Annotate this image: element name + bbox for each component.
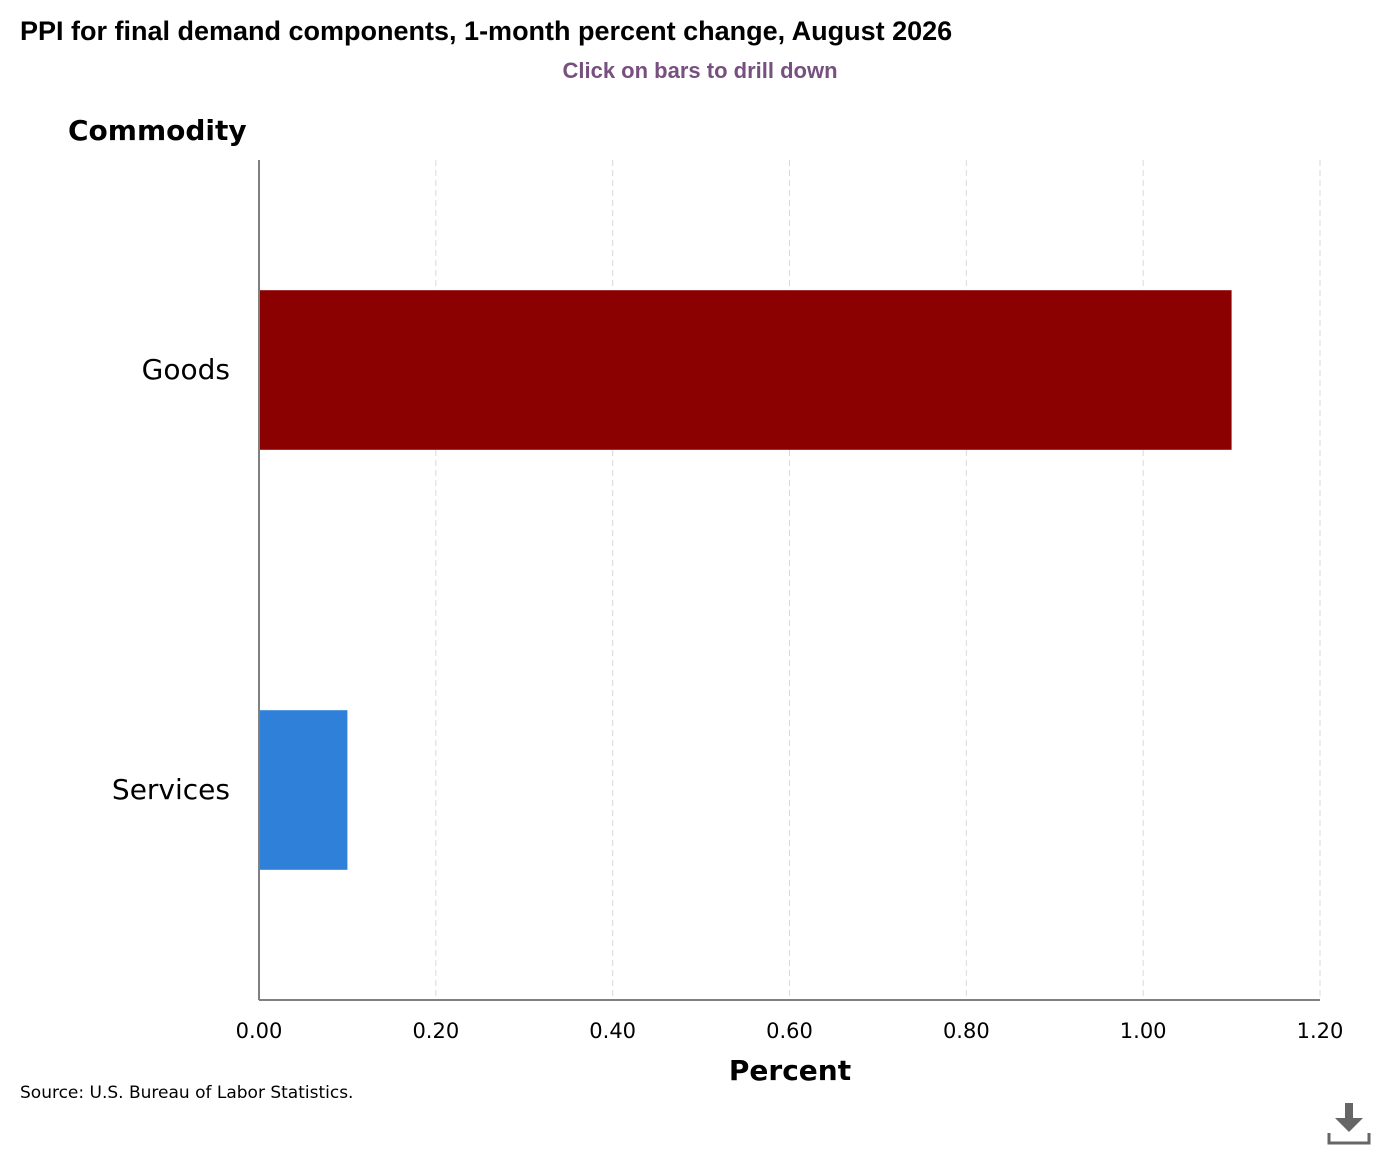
x-tick-label: 0.20 — [412, 1019, 459, 1043]
x-tick-label: 0.40 — [589, 1019, 636, 1043]
source-note: Source: U.S. Bureau of Labor Statistics. — [20, 1083, 354, 1103]
category-label-goods: Goods — [142, 353, 230, 386]
grid-lines — [435, 160, 1321, 1000]
bar-goods[interactable] — [259, 290, 1232, 450]
download-button[interactable] — [1324, 1100, 1374, 1150]
bars — [259, 290, 1232, 870]
x-tick-label: 1.00 — [1120, 1019, 1167, 1043]
category-label-services: Services — [112, 773, 230, 806]
x-axis-title: Percent — [729, 1054, 851, 1087]
x-tick-label: 0.60 — [766, 1019, 813, 1043]
x-tick-label: 0.80 — [943, 1019, 990, 1043]
download-icon — [1327, 1103, 1371, 1145]
axes — [258, 160, 1320, 1001]
x-tick-label: 0.00 — [236, 1019, 283, 1043]
x-tick-label: 1.20 — [1297, 1019, 1344, 1043]
chart-subtitle: Click on bars to drill down — [562, 58, 838, 83]
y-axis-title: Commodity — [68, 114, 247, 147]
bar-services[interactable] — [259, 710, 348, 870]
chart-title: PPI for final demand components, 1-month… — [20, 16, 953, 46]
x-tick-labels: 0.00 0.20 0.40 0.60 0.80 1.00 1.20 — [236, 1019, 1344, 1043]
category-labels: Goods Services — [112, 353, 230, 806]
